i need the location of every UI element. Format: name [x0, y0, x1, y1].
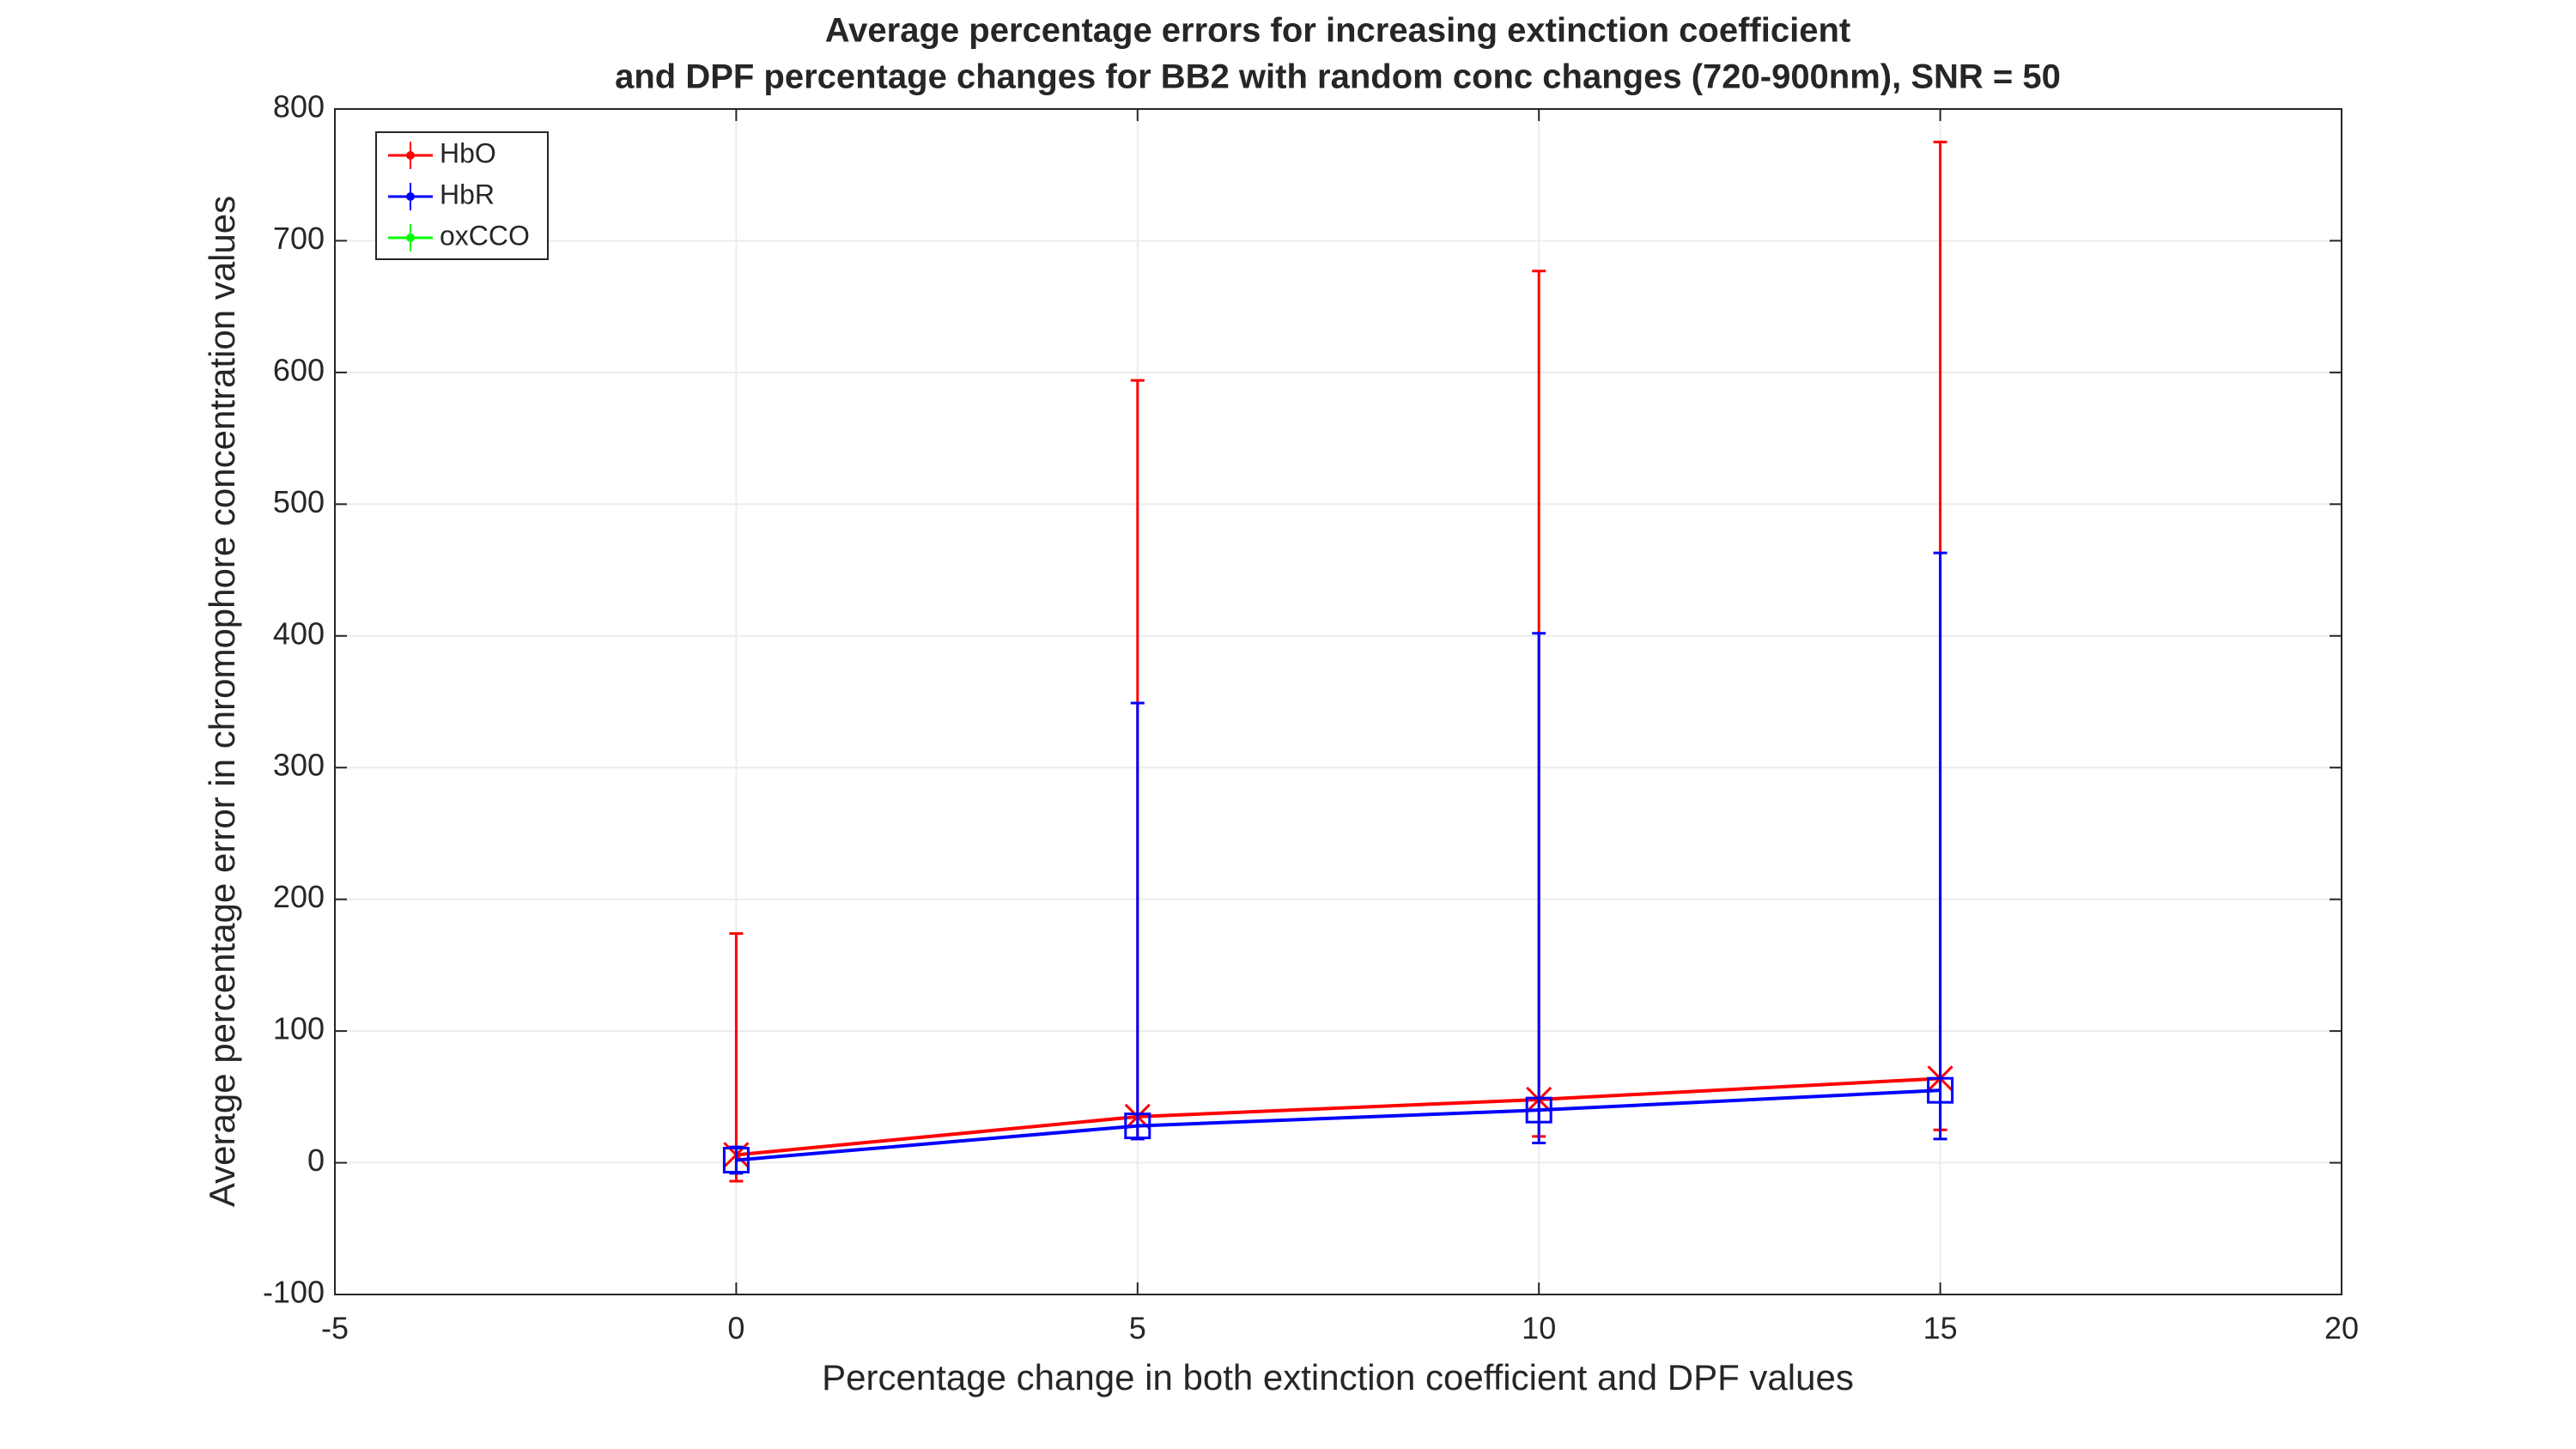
y-tick-label: 400 — [273, 615, 325, 651]
series-line — [736, 1088, 1941, 1162]
y-tick-label: 300 — [273, 748, 325, 783]
legend-marker — [406, 192, 415, 201]
error-bar — [729, 932, 744, 1183]
series-line — [736, 1076, 1941, 1157]
y-tick-label: 100 — [273, 1011, 325, 1046]
marker — [1525, 1096, 1552, 1124]
x-tick-label: 15 — [1923, 1311, 1958, 1346]
error-bar — [1933, 551, 1947, 1141]
x-tick-label: -5 — [321, 1311, 349, 1346]
y-tick-label: 800 — [273, 89, 325, 124]
x-tick-label: 0 — [727, 1311, 744, 1346]
plot-area — [335, 109, 2342, 1294]
y-tick-label: 500 — [273, 484, 325, 519]
legend-label: HbR — [440, 179, 495, 209]
x-tick-label: 5 — [1129, 1311, 1146, 1346]
legend-marker — [406, 233, 415, 242]
y-tick-label: 700 — [273, 221, 325, 256]
y-axis-label: Average percentage error in chromophore … — [202, 196, 242, 1207]
plot-frame — [334, 108, 2342, 1295]
x-tick-label: 20 — [2324, 1311, 2359, 1346]
y-tick-label: 600 — [273, 352, 325, 387]
marker — [1927, 1076, 1954, 1104]
y-tick-label: -100 — [263, 1275, 325, 1310]
y-tick-label: 200 — [273, 879, 325, 914]
marker — [722, 1146, 750, 1173]
chart-title: and DPF percentage changes for BB2 with … — [615, 58, 2061, 96]
y-tick-label: 0 — [307, 1143, 325, 1178]
legend-marker — [406, 151, 415, 160]
chart-title: Average percentage errors for increasing… — [825, 12, 1850, 50]
marker — [1124, 1113, 1151, 1140]
error-bar — [1532, 632, 1546, 1145]
legend-label: oxCCO — [440, 220, 530, 251]
legend-label: HbO — [440, 137, 496, 168]
x-tick-label: 10 — [1522, 1311, 1556, 1346]
x-axis-label: Percentage change in both extinction coe… — [822, 1357, 1854, 1397]
